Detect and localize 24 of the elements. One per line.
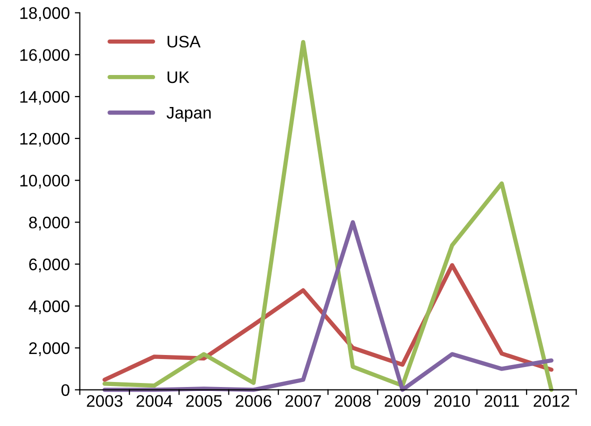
x-tick-label: 2005 bbox=[186, 395, 222, 407]
x-tick-label: 2006 bbox=[236, 395, 272, 407]
line-series bbox=[102, 220, 554, 392]
y-tick-label: 0 bbox=[61, 384, 70, 396]
x-tick-label: 2011 bbox=[484, 395, 519, 407]
y-tick-label: 2,000 bbox=[29, 342, 70, 356]
y-tick-label: 12,000 bbox=[20, 132, 70, 147]
x-tick-label: 2010 bbox=[434, 395, 470, 407]
legend-label: Japan bbox=[166, 107, 211, 122]
x-tick-label: 2007 bbox=[285, 395, 321, 407]
y-tick-label: 16,000 bbox=[20, 49, 70, 63]
legend-label: UK bbox=[168, 71, 190, 84]
y-tick-label: 4,000 bbox=[28, 300, 70, 314]
x-tick-label: 2008 bbox=[335, 395, 371, 407]
x-tick-label: 2004 bbox=[136, 395, 172, 407]
x-tick-label: 2012 bbox=[534, 395, 570, 407]
legend-label: USA bbox=[168, 36, 201, 48]
x-tick-label: 2009 bbox=[384, 395, 420, 407]
y-tick-label: 18,000 bbox=[20, 7, 70, 21]
x-tick-label: 2003 bbox=[86, 395, 122, 407]
y-tick-label: 6,000 bbox=[29, 258, 70, 272]
y-tick-label: 8,000 bbox=[29, 216, 70, 230]
y-tick-label: 10,000 bbox=[20, 174, 70, 189]
y-tick-label: 14,000 bbox=[20, 90, 70, 105]
